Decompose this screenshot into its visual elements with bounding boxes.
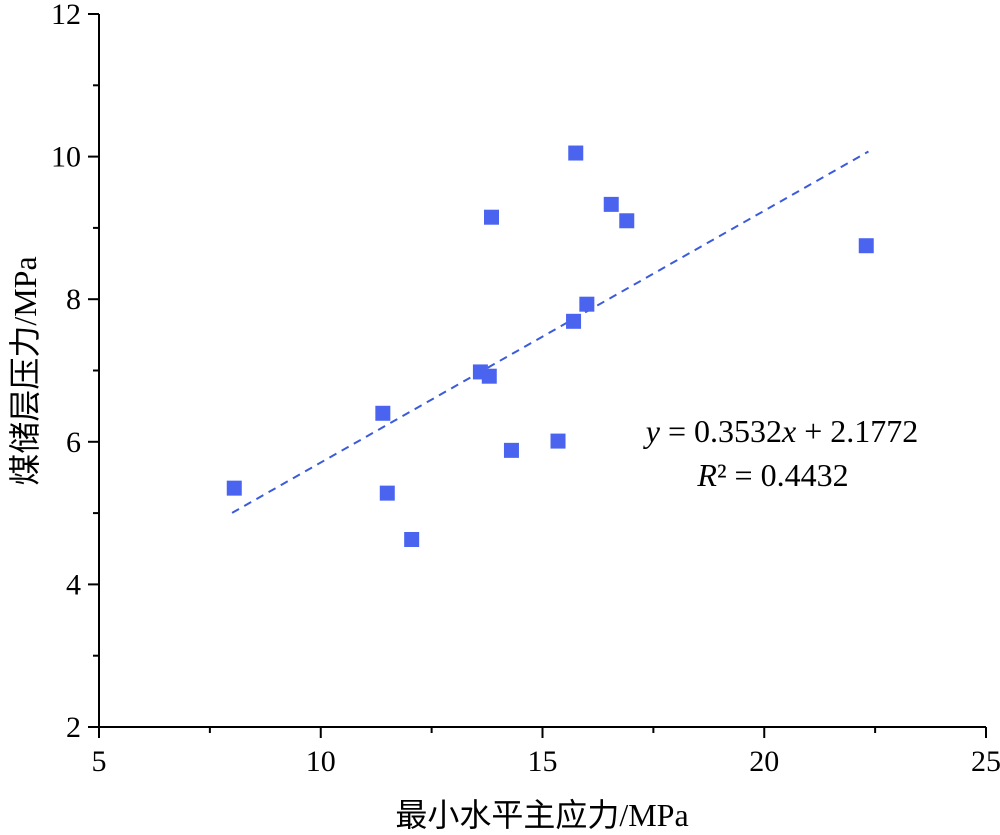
y-tick-label: 2 bbox=[66, 711, 81, 744]
data-point bbox=[858, 238, 874, 254]
x-tick-label: 10 bbox=[306, 745, 336, 778]
y-tick-label: 4 bbox=[66, 568, 81, 601]
data-point bbox=[579, 296, 595, 312]
eq-x-var: x bbox=[781, 413, 796, 449]
x-tick-label: 5 bbox=[92, 745, 107, 778]
data-point bbox=[481, 368, 497, 384]
y-tick-label: 8 bbox=[66, 283, 81, 316]
y-tick-label: 10 bbox=[51, 141, 81, 174]
tick-labels: 5 10 15 20 25 2 4 6 8 10 12 bbox=[51, 0, 1000, 778]
axes bbox=[98, 14, 986, 728]
r-var: R bbox=[696, 457, 717, 493]
data-point bbox=[375, 405, 391, 421]
regression-equation: y = 0.3532x + 2.1772 bbox=[643, 413, 919, 449]
data-point bbox=[619, 213, 635, 229]
data-point bbox=[566, 313, 582, 329]
trendline bbox=[231, 150, 869, 514]
trendline-group bbox=[231, 150, 869, 514]
eq-y-var: y bbox=[643, 413, 661, 449]
r-rest: ² = 0.4432 bbox=[717, 457, 849, 493]
data-point bbox=[226, 480, 242, 496]
x-tick-label: 20 bbox=[749, 745, 779, 778]
tick-marks bbox=[88, 13, 987, 738]
data-point bbox=[550, 433, 566, 449]
y-tick-label: 12 bbox=[51, 0, 81, 31]
x-axis-title: 最小水平主应力/MPa bbox=[395, 797, 688, 833]
data-point bbox=[483, 209, 499, 225]
eq-end: + 2.1772 bbox=[796, 413, 918, 449]
data-point bbox=[404, 531, 420, 547]
data-point bbox=[379, 485, 395, 501]
r-squared-label: R² = 0.4432 bbox=[696, 457, 848, 493]
y-axis-title: 煤储层压力/MPa bbox=[7, 256, 43, 485]
x-tick-label: 25 bbox=[971, 745, 1000, 778]
y-tick-label: 6 bbox=[66, 426, 81, 459]
data-point bbox=[568, 145, 584, 161]
eq-middle: = 0.3532 bbox=[660, 413, 782, 449]
data-point bbox=[603, 196, 619, 212]
data-point bbox=[503, 442, 519, 458]
x-tick-label: 15 bbox=[528, 745, 558, 778]
data-points bbox=[226, 145, 874, 547]
